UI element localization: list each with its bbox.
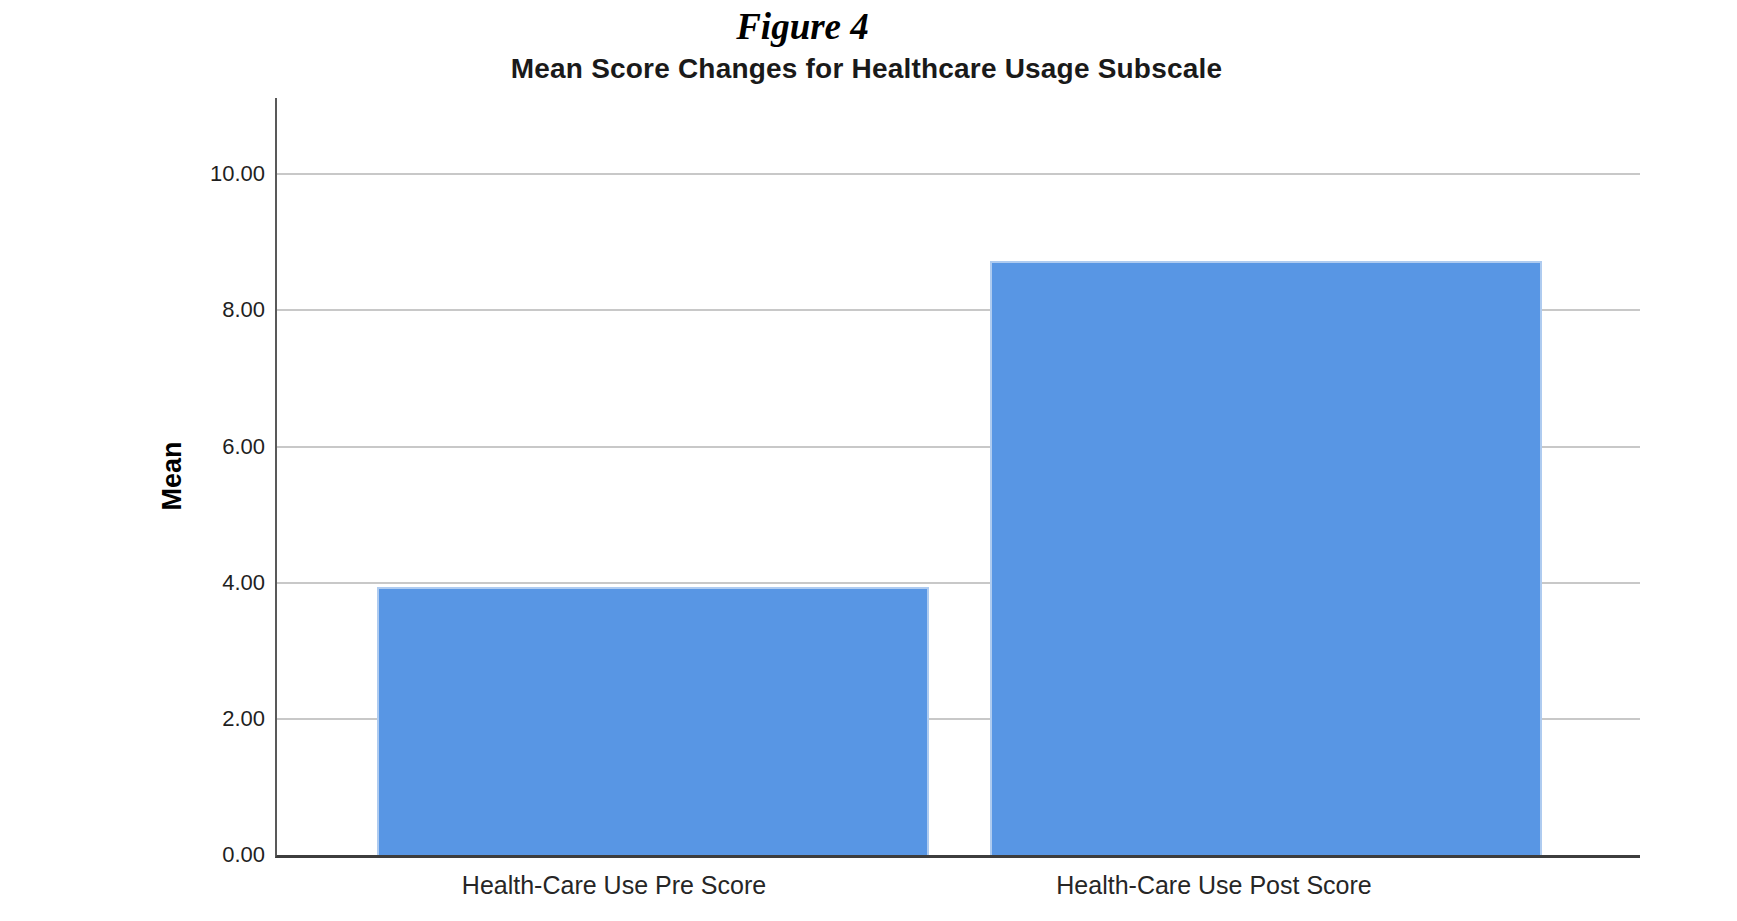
bar-pre-score <box>377 587 929 855</box>
figure-label: Figure 4 <box>0 5 1605 48</box>
chart-title: Mean Score Changes for Healthcare Usage … <box>95 53 1638 85</box>
y-tick-label: 4.00 <box>222 570 265 596</box>
y-tick-label: 6.00 <box>222 434 265 460</box>
y-axis-title: Mean <box>157 441 188 510</box>
y-tick-label: 2.00 <box>222 706 265 732</box>
y-tick-label: 0.00 <box>222 842 265 868</box>
y-tick-label: 10.00 <box>210 161 265 187</box>
plot-area <box>275 98 1640 858</box>
bar-post-score <box>990 261 1542 855</box>
x-category-label: Health-Care Use Pre Score <box>462 871 766 900</box>
y-tick-label: 8.00 <box>222 297 265 323</box>
gridline-y-10 <box>277 173 1640 175</box>
x-category-label: Health-Care Use Post Score <box>1056 871 1371 900</box>
